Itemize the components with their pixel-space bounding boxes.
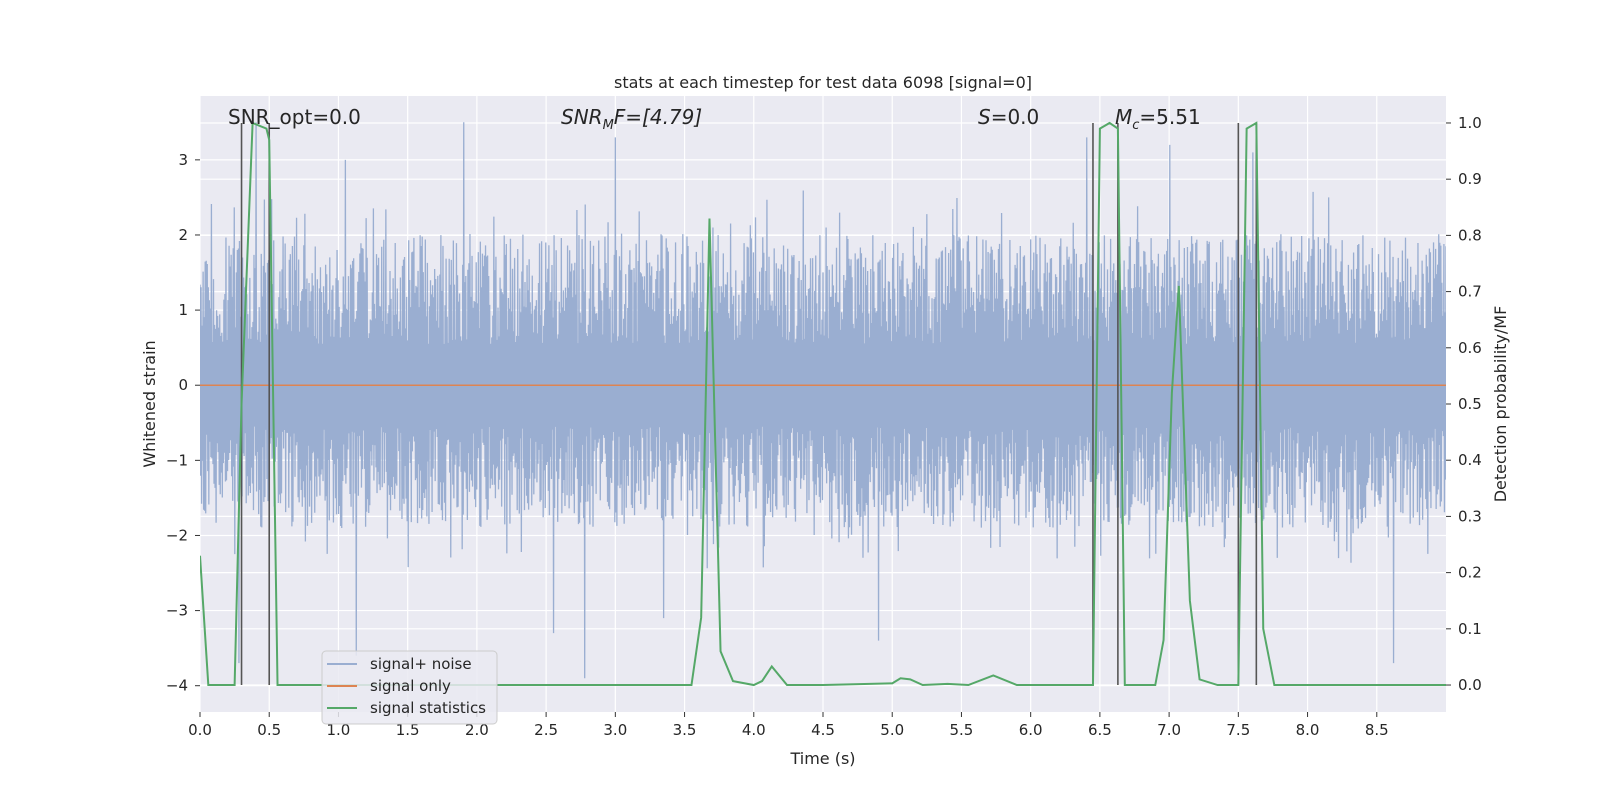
y2-tick-label: 0.1 (1458, 620, 1482, 638)
legend-box (321, 650, 498, 725)
x-tick-label: 7.0 (1157, 721, 1181, 739)
mc-symbol: M (1115, 105, 1132, 129)
mc-subscript: c (1132, 118, 1139, 133)
y-tick-label: 2 (178, 226, 188, 244)
mc-value: =5.51 (1139, 105, 1200, 129)
x-axis-label: Time (s) (789, 749, 855, 768)
y2-axis-label: Detection probability/MF (1491, 306, 1510, 503)
annotation-mc: Mc=5.51 (1115, 105, 1201, 133)
chart-title: stats at each timestep for test data 609… (614, 73, 1032, 92)
x-tick-label: 5.5 (950, 721, 974, 739)
x-tick-label: 3.0 (603, 721, 627, 739)
y2-tick-label: 0.0 (1458, 676, 1482, 694)
x-tick-label: 2.5 (534, 721, 558, 739)
y-tick-label: −1 (166, 451, 188, 469)
y2-tick-label: 0.5 (1458, 395, 1482, 413)
y-tick-label: −3 (166, 602, 188, 620)
snr-mf-subscript: M (603, 118, 614, 133)
y2-tick-label: 0.8 (1458, 226, 1482, 244)
y2-tick-label: 1.0 (1458, 114, 1482, 132)
x-tick-label: 6.5 (1088, 721, 1112, 739)
legend: signal+ noise signal only signal statist… (321, 650, 498, 725)
vertical-lines (240, 122, 1258, 686)
y2-tick-label: 0.7 (1458, 283, 1482, 301)
x-tick-label: 6.0 (1019, 721, 1043, 739)
y-tick-label: 1 (178, 301, 188, 319)
annotation-snr-opt: SNR_opt=0.0 (228, 105, 361, 129)
snr-mf-symbol: SNR (561, 105, 603, 129)
y2-tick-label: 0.4 (1458, 451, 1482, 469)
x-tick-label: 1.0 (327, 721, 351, 739)
snr-mf-value: F=[4.79] (614, 105, 702, 129)
s-value: =0.0 (991, 105, 1040, 129)
y-axis-label: Whitened strain (140, 340, 159, 467)
x-tick-label: 8.5 (1365, 721, 1389, 739)
x-tick-label: 0.5 (257, 721, 281, 739)
x-tick-label: 5.0 (880, 721, 904, 739)
legend-label-signal-statistics: signal statistics (370, 699, 486, 717)
y2-axis-ticks: 1.0 0.9 0.8 0.7 0.6 0.5 0.4 0.3 0.2 0.1 0.0 (1446, 114, 1482, 694)
legend-label-signal-noise: signal+ noise (370, 655, 472, 673)
x-tick-label: 8.0 (1296, 721, 1320, 739)
legend-label-signal-only: signal only (370, 677, 451, 695)
s-symbol: S (978, 105, 991, 129)
y2-tick-label: 0.9 (1458, 170, 1482, 188)
x-tick-label: 0.0 (188, 721, 212, 739)
x-tick-label: 3.5 (673, 721, 697, 739)
x-tick-label: 4.0 (742, 721, 766, 739)
y-tick-label: −4 (166, 677, 188, 695)
annotation-snr-mf: SNRMF=[4.79] (561, 105, 702, 133)
y-axis-ticks: 3 2 1 0 −1 −2 −3 −4 (166, 151, 200, 695)
annotation-s: S=0.0 (978, 105, 1039, 129)
y-tick-label: 3 (178, 151, 188, 169)
y-tick-label: 0 (178, 376, 188, 394)
x-tick-label: 4.5 (811, 721, 835, 739)
y2-tick-label: 0.2 (1458, 564, 1482, 582)
x-tick-label: 2.0 (465, 721, 489, 739)
x-tick-label: 1.5 (396, 721, 420, 739)
y-tick-label: −2 (166, 526, 188, 544)
y2-tick-label: 0.6 (1458, 339, 1482, 357)
y2-tick-label: 0.3 (1458, 507, 1482, 525)
x-axis-ticks: 0.0 0.5 1.0 1.5 2.0 2.5 3.0 3.5 4.0 4.5 5.0 5.5 6.0 6… (188, 712, 1389, 739)
x-tick-label: 7.5 (1226, 721, 1250, 739)
